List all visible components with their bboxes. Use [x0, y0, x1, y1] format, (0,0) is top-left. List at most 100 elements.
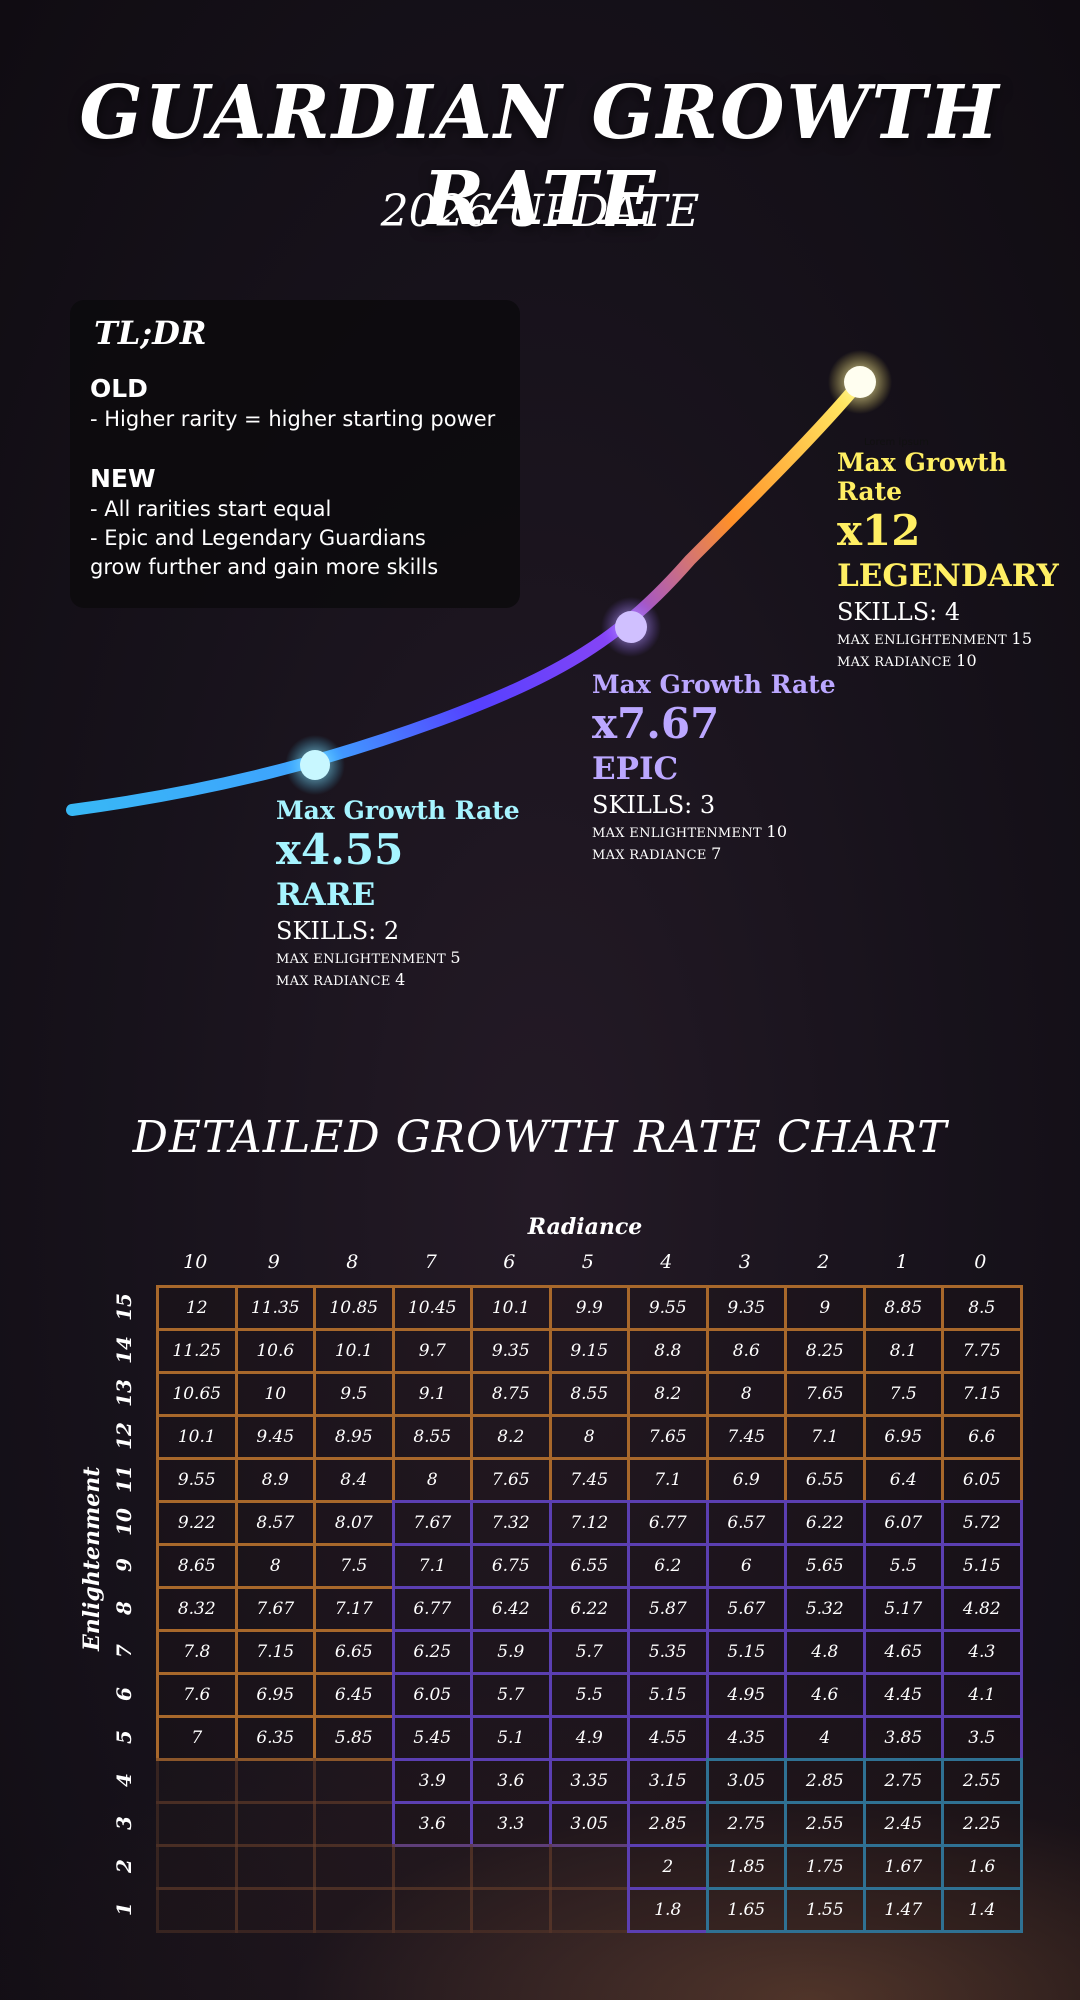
table-cell: 4.8 — [784, 1629, 866, 1675]
table-cell: 7.65 — [470, 1457, 552, 1503]
row-header: 4 — [112, 1773, 136, 1787]
table-cell: 7.32 — [470, 1500, 552, 1546]
table-cell: 6.25 — [391, 1629, 473, 1675]
table-cell: 7.45 — [548, 1457, 630, 1503]
row-header: 8 — [112, 1601, 136, 1615]
table-cell: 7.12 — [548, 1500, 630, 1546]
table-cell — [234, 1887, 316, 1933]
column-header: 2 — [817, 1251, 830, 1273]
growth-curve — [66, 350, 892, 816]
table-cell: 11.25 — [156, 1328, 238, 1374]
row-header: 7 — [112, 1644, 136, 1658]
table-cell: 10.85 — [313, 1285, 395, 1331]
table-cell: 7.5 — [862, 1371, 944, 1417]
table-cell: 8 — [548, 1414, 630, 1460]
tldr-new-line: - All rarities start equal — [90, 497, 332, 521]
table-cell: 2.75 — [705, 1801, 787, 1847]
row-header: 12 — [112, 1422, 136, 1450]
tier-legendary: Max Growth Rate x12 LEGENDARY SKILLS: 4 … — [837, 448, 1080, 670]
table-cell: 5.35 — [627, 1629, 709, 1675]
table-cell: 7.15 — [941, 1371, 1023, 1417]
table-cell: 1.8 — [627, 1887, 709, 1933]
row-header: 3 — [112, 1816, 136, 1830]
table-cell: 9.55 — [627, 1285, 709, 1331]
table-cell: 2.25 — [941, 1801, 1023, 1847]
table-cell: 8.07 — [313, 1500, 395, 1546]
tier-skills: SKILLS: 4 — [837, 598, 961, 626]
table-cell: 9.45 — [234, 1414, 316, 1460]
tier-max-radiance: MAX RADIANCE 7 — [592, 844, 722, 863]
table-cell: 6.65 — [313, 1629, 395, 1675]
table-cell: 6.22 — [548, 1586, 630, 1632]
table-cell: 10.1 — [313, 1328, 395, 1374]
table-cell: 3.05 — [548, 1801, 630, 1847]
table-cell: 7 — [156, 1715, 238, 1761]
table-cell — [313, 1844, 395, 1890]
table-cell: 5.15 — [941, 1543, 1023, 1589]
page-title: GUARDIAN GROWTH RATE — [79, 70, 1001, 242]
table-cell: 5.7 — [470, 1672, 552, 1718]
y-axis-label: Enlightenment — [79, 1466, 105, 1651]
tier-max-enlightenment: MAX ENLIGHTENMENT 10 — [592, 822, 788, 841]
table-cell: 6.45 — [313, 1672, 395, 1718]
table-cell — [234, 1801, 316, 1847]
table-cell: 6.95 — [234, 1672, 316, 1718]
tier-label: Max Growth Rate — [592, 670, 836, 699]
table-cell: 6.95 — [862, 1414, 944, 1460]
table-cell — [470, 1844, 552, 1890]
table-cell: 7.67 — [391, 1500, 473, 1546]
row-header: 13 — [112, 1379, 136, 1407]
table-cell: 9.9 — [548, 1285, 630, 1331]
table-cell: 7.75 — [941, 1328, 1023, 1374]
table-cell: 3.15 — [627, 1758, 709, 1804]
table-cell: 4.9 — [548, 1715, 630, 1761]
table-cell: 7.1 — [391, 1543, 473, 1589]
tier-multiplier: x12 — [837, 506, 921, 555]
table-cell: 2 — [627, 1844, 709, 1890]
table-cell: 10 — [234, 1371, 316, 1417]
table-cell: 8 — [234, 1543, 316, 1589]
table-cell: 8.8 — [627, 1328, 709, 1374]
column-header: 10 — [183, 1251, 208, 1273]
table-cell: 2.55 — [784, 1801, 866, 1847]
table-cell: 5.7 — [548, 1629, 630, 1675]
page-subtitle: 2026 UPDATE — [380, 186, 700, 237]
tier-skills: SKILLS: 2 — [276, 917, 400, 945]
table-cell: 4.65 — [862, 1629, 944, 1675]
row-header: 10 — [112, 1508, 136, 1536]
table-cell: 7.65 — [784, 1371, 866, 1417]
table-cell: 8.95 — [313, 1414, 395, 1460]
table-cell: 6.05 — [941, 1457, 1023, 1503]
tier-max-enlightenment: MAX ENLIGHTENMENT 15 — [837, 629, 1033, 648]
table-cell: 11.35 — [234, 1285, 316, 1331]
tier-multiplier: x4.55 — [276, 825, 404, 874]
row-header: 11 — [112, 1465, 136, 1493]
table-cell: 10.6 — [234, 1328, 316, 1374]
table-cell: 1.4 — [941, 1887, 1023, 1933]
table-cell: 2.55 — [941, 1758, 1023, 1804]
table-cell: 8 — [391, 1457, 473, 1503]
legendary-node — [844, 366, 876, 398]
column-header: 0 — [974, 1251, 987, 1273]
table-cell: 2.85 — [784, 1758, 866, 1804]
table-cell: 5.32 — [784, 1586, 866, 1632]
table-cell: 5.1 — [470, 1715, 552, 1761]
table-cell — [156, 1887, 238, 1933]
table-cell: 8.85 — [862, 1285, 944, 1331]
table-cell: 9.5 — [313, 1371, 395, 1417]
table-cell — [548, 1887, 630, 1933]
table-cell: 8.2 — [470, 1414, 552, 1460]
tier-label: Max Growth Rate — [276, 796, 520, 825]
table-cell: 3.5 — [941, 1715, 1023, 1761]
table-cell: 7.67 — [234, 1586, 316, 1632]
column-header: 8 — [346, 1251, 359, 1273]
table-cell: 8.32 — [156, 1586, 238, 1632]
row-header: 6 — [112, 1687, 136, 1701]
table-cell: 6.4 — [862, 1457, 944, 1503]
table-cell: 8.5 — [941, 1285, 1023, 1331]
growth-curve-line — [66, 376, 866, 816]
table-cell: 6.07 — [862, 1500, 944, 1546]
table-cell: 4.35 — [705, 1715, 787, 1761]
table-cell: 5.15 — [627, 1672, 709, 1718]
table-cell — [313, 1758, 395, 1804]
